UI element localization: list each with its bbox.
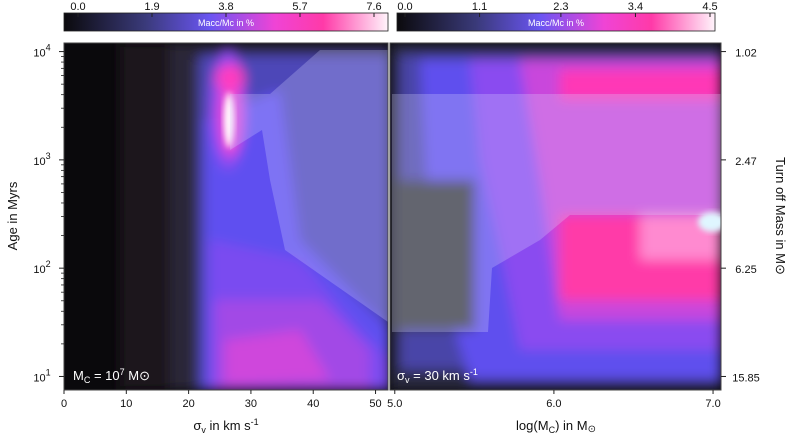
left-y-tick-label: 103 — [33, 151, 50, 168]
left-colorbar-tick-label: 1.9 — [144, 1, 159, 13]
right-heatmap — [390, 43, 721, 390]
right-y2-tick-label: 6.25 — [735, 264, 756, 276]
right-colorbar-gradient — [396, 12, 716, 32]
right-x-tick-label: 5.0 — [387, 398, 402, 410]
left-overlay-region — [230, 50, 388, 322]
right-x-tick-label: 7.0 — [705, 398, 720, 410]
left-y-tick-label: 102 — [33, 259, 50, 276]
right-y2-tick-label: 15.85 — [732, 372, 760, 384]
left-heatmap — [120, 43, 388, 390]
left-x-axis-label: σv in km s-1 — [193, 417, 258, 435]
left-x-tick-label: 30 — [245, 398, 257, 410]
left-y-tick-label: 101 — [33, 367, 50, 384]
y-axis-label: Age in Myrs — [5, 181, 20, 250]
left-y-ticks: 101 102 103 104 — [33, 43, 64, 384]
left-panel-annotation: MC = 107 M⊙ — [73, 367, 150, 385]
left-colorbar-ticks: 0.0 1.9 3.8 5.7 7.6 — [70, 1, 382, 17]
right-y2-tick-label: 2.47 — [735, 156, 756, 168]
right-colorbar-tick-label: 2.3 — [553, 1, 568, 13]
right-colorbar-tick-label: 4.5 — [702, 1, 717, 13]
right-colorbar-label: Macc/Mc in % — [528, 18, 584, 28]
right-plot-frame — [389, 42, 722, 391]
left-panel — [63, 42, 389, 391]
left-colorbar-tick-label: 5.7 — [292, 1, 307, 13]
right-colorbar-tick-label: 1.1 — [472, 1, 487, 13]
right-colorbar-ticks: 0.0 1.1 2.3 3.4 4.5 — [397, 1, 718, 17]
right-y2-tick-label: 1.02 — [735, 48, 756, 60]
right-colorbar-tick-label: 0.0 — [397, 1, 412, 13]
right-x-tick-label: 6.0 — [546, 398, 561, 410]
right-y2-ticks: 1.02 2.47 6.25 15.85 — [721, 48, 760, 384]
left-colorbar-tick-label: 0.0 — [70, 1, 85, 13]
left-x-ticks: 0 10 20 30 40 50 — [61, 390, 382, 410]
left-colorbar-label: Macc/Mc in % — [198, 18, 254, 28]
left-colorbar-tick-label: 7.6 — [366, 1, 381, 13]
left-x-tick-label: 20 — [182, 398, 194, 410]
left-x-tick-label: 10 — [120, 398, 132, 410]
right-colorbar-tick-label: 3.4 — [628, 1, 643, 13]
right-overlay-region — [392, 94, 721, 332]
y2-axis-label: Turn off Mass in M⊙ — [773, 157, 788, 275]
left-x-tick-label: 40 — [307, 398, 319, 410]
left-y-tick-label: 104 — [33, 43, 50, 60]
left-colorbar-tick-label: 3.8 — [218, 1, 233, 13]
right-colorbar: Macc/Mc in % 0.0 1.1 2.3 3.4 4.5 — [396, 1, 718, 32]
left-x-tick-label: 50 — [369, 398, 381, 410]
left-colorbar: Macc/Mc in % 0.0 1.9 3.8 5.7 7.6 — [63, 1, 389, 32]
left-x-tick-label: 0 — [61, 398, 67, 410]
right-panel — [389, 42, 722, 391]
right-x-ticks: 5.0 6.0 7.0 — [387, 390, 721, 410]
right-panel-annotation: σv = 30 km s-1 — [397, 367, 478, 385]
right-x-axis-label: log(MC) in M⊙ — [516, 418, 596, 435]
